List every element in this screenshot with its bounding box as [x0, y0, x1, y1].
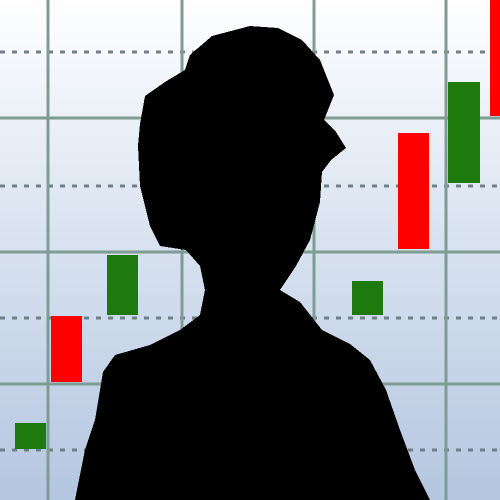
green-candle	[15, 423, 46, 449]
red-candle	[490, 0, 500, 116]
green-candle	[448, 82, 480, 183]
green-candle	[352, 281, 383, 315]
red-candle	[398, 133, 429, 249]
green-candle	[107, 255, 138, 315]
red-candle	[51, 316, 82, 382]
candles	[15, 0, 500, 449]
silhouette	[75, 26, 430, 500]
